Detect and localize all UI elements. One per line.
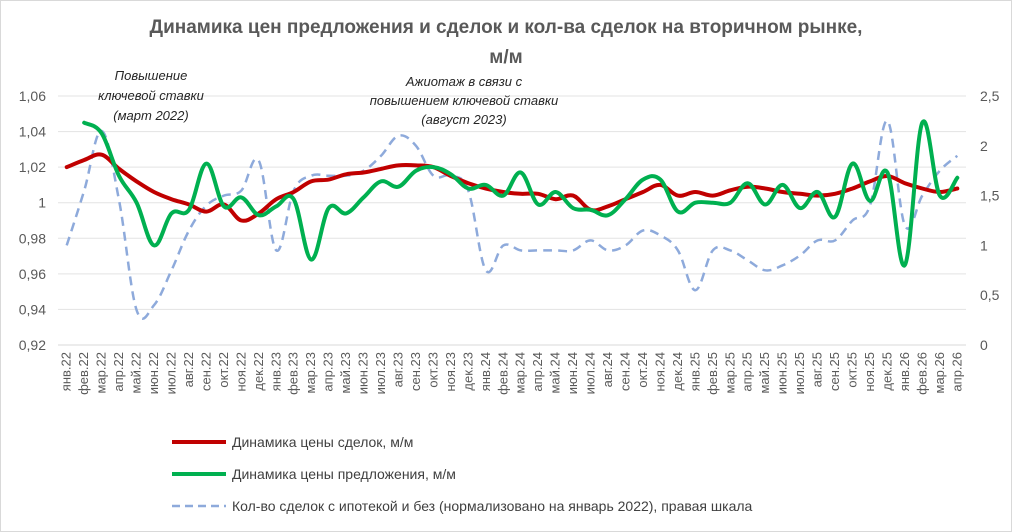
x-axis-tick-label: дек.22 — [251, 352, 266, 391]
x-axis-tick-label: май.22 — [129, 352, 144, 394]
x-axis-tick-label: янв.26 — [897, 352, 912, 391]
x-axis-tick-label: ноя.23 — [443, 352, 458, 392]
legend-label-deal-count: Кол-во сделок с ипотекой и без (нормализ… — [232, 498, 753, 514]
left-axis-tick-label: 0,94 — [19, 301, 46, 317]
x-axis-tick-label: сен.24 — [618, 352, 633, 391]
x-axis-tick-label: окт.22 — [216, 352, 231, 388]
right-axis-tick-label: 1 — [980, 237, 988, 253]
left-axis-tick-label: 1,04 — [19, 124, 46, 140]
x-axis-tick-label: окт.25 — [845, 352, 860, 388]
right-axis-tick-label: 0,5 — [980, 287, 1000, 303]
x-axis-tick-label: дек.24 — [670, 352, 685, 391]
annotation-rush-august-2023: Ажиотаж в связи с повышением ключевой ст… — [370, 74, 559, 127]
x-axis-tick-label: апр.23 — [321, 352, 336, 392]
x-axis-tick-label: июл.24 — [583, 352, 598, 394]
left-axis-tick-label: 0,98 — [19, 230, 46, 246]
x-axis-tick-label: мар.24 — [513, 352, 528, 393]
series-line-deal-price — [64, 152, 960, 223]
x-axis-tick-label: янв.25 — [687, 352, 702, 391]
annotation-2-line-2: повышением ключевой ставки — [370, 93, 559, 108]
legend-label-deal-price: Динамика цены сделок, м/м — [232, 434, 413, 450]
x-axis-tick-label: сен.23 — [408, 352, 423, 391]
annotation-1-line-2: ключевой ставки — [98, 88, 204, 103]
chart-title-line-1: Динамика цен предложения и сделок и кол-… — [150, 17, 863, 38]
x-axis-tick-label: ноя.22 — [233, 352, 248, 392]
x-axis-tick-label: фев.23 — [286, 352, 301, 395]
x-axis-tick-label: мар.22 — [94, 352, 109, 393]
left-axis-tick-label: 1,06 — [19, 88, 46, 104]
x-axis-tick-label: дек.23 — [460, 352, 475, 391]
x-axis-tick-label: янв.24 — [478, 352, 493, 391]
right-axis-tick-label: 0 — [980, 337, 988, 353]
series-line-offer-price — [82, 119, 960, 268]
x-axis-tick-label: окт.24 — [635, 352, 650, 388]
x-axis-tick-label: апр.24 — [530, 352, 545, 392]
x-axis-tick-label: янв.23 — [268, 352, 283, 391]
x-axis-tick-label: ноя.24 — [652, 352, 667, 392]
legend-label-offer-price: Динамика цены предложения, м/м — [232, 466, 456, 482]
x-axis-tick-label: июл.22 — [164, 352, 179, 394]
x-axis-tick-label: июн.24 — [565, 352, 580, 394]
x-axis-tick-label: май.25 — [757, 352, 772, 394]
x-axis-tick-label: апр.26 — [949, 352, 964, 392]
x-axis-tick-label: июн.22 — [146, 352, 161, 394]
series-line-deal-count — [65, 119, 959, 320]
x-axis-tick-label: мар.25 — [722, 352, 737, 393]
left-axis-ticks: 0,92 0,94 0,96 0,98 1 1,02 1,04 1,06 — [19, 88, 46, 353]
x-axis-tick-label: сен.25 — [827, 352, 842, 391]
left-axis-tick-label: 0,96 — [19, 266, 46, 282]
x-axis-tick-label: мар.23 — [303, 352, 318, 393]
annotation-2-line-1: Ажиотаж в связи с — [405, 74, 523, 89]
annotation-key-rate-march-2022: Повышение ключевой ставки (март 2022) — [98, 68, 204, 123]
x-axis-tick-label: авг.24 — [600, 352, 615, 387]
x-axis-tick-label: ноя.25 — [862, 352, 877, 392]
x-axis-tick-label: авг.23 — [391, 352, 406, 387]
annotation-2-line-3: (август 2023) — [421, 112, 506, 127]
x-axis-tick-label: мар.26 — [932, 352, 947, 393]
right-axis-tick-label: 2,5 — [980, 88, 1000, 104]
x-axis-ticks: янв.22 фев.22 мар.22 апр.22 май.22 июн.22 июл.… — [59, 352, 965, 395]
x-axis-tick-label: фев.25 — [705, 352, 720, 395]
x-axis-tick-label: авг.25 — [810, 352, 825, 387]
x-axis-tick-label: май.24 — [548, 352, 563, 394]
left-axis-tick-label: 1 — [38, 195, 46, 211]
annotation-1-line-3: (март 2022) — [113, 108, 188, 123]
left-axis-tick-label: 0,92 — [19, 337, 46, 353]
x-axis-tick-label: июн.25 — [775, 352, 790, 394]
series-lines — [64, 119, 960, 320]
legend: Динамика цены сделок, м/м Динамика цены … — [172, 434, 753, 514]
x-axis-tick-label: окт.23 — [425, 352, 440, 388]
x-axis-tick-label: июн.23 — [356, 352, 371, 394]
x-axis-tick-label: июл.25 — [792, 352, 807, 394]
right-axis-tick-label: 2 — [980, 138, 988, 154]
x-axis-tick-label: июл.23 — [373, 352, 388, 394]
left-axis-tick-label: 1,02 — [19, 159, 46, 175]
x-axis-tick-label: фев.26 — [914, 352, 929, 395]
chart-title-line-2: м/м — [489, 47, 522, 68]
right-axis-ticks: 0 0,5 1 1,5 2 2,5 — [980, 88, 1000, 353]
x-axis-tick-label: дек.25 — [879, 352, 894, 391]
x-axis-tick-label: янв.22 — [59, 352, 74, 391]
x-axis-tick-label: сен.22 — [198, 352, 213, 391]
annotation-1-line-1: Повышение — [115, 68, 188, 83]
x-axis-tick-label: фев.24 — [495, 352, 510, 395]
x-axis-tick-label: фев.22 — [76, 352, 91, 395]
right-axis-tick-label: 1,5 — [980, 188, 1000, 204]
x-axis-tick-label: апр.25 — [740, 352, 755, 392]
x-axis-tick-label: май.23 — [338, 352, 353, 394]
x-axis-tick-label: авг.22 — [181, 352, 196, 387]
x-axis-tick-label: апр.22 — [111, 352, 126, 392]
